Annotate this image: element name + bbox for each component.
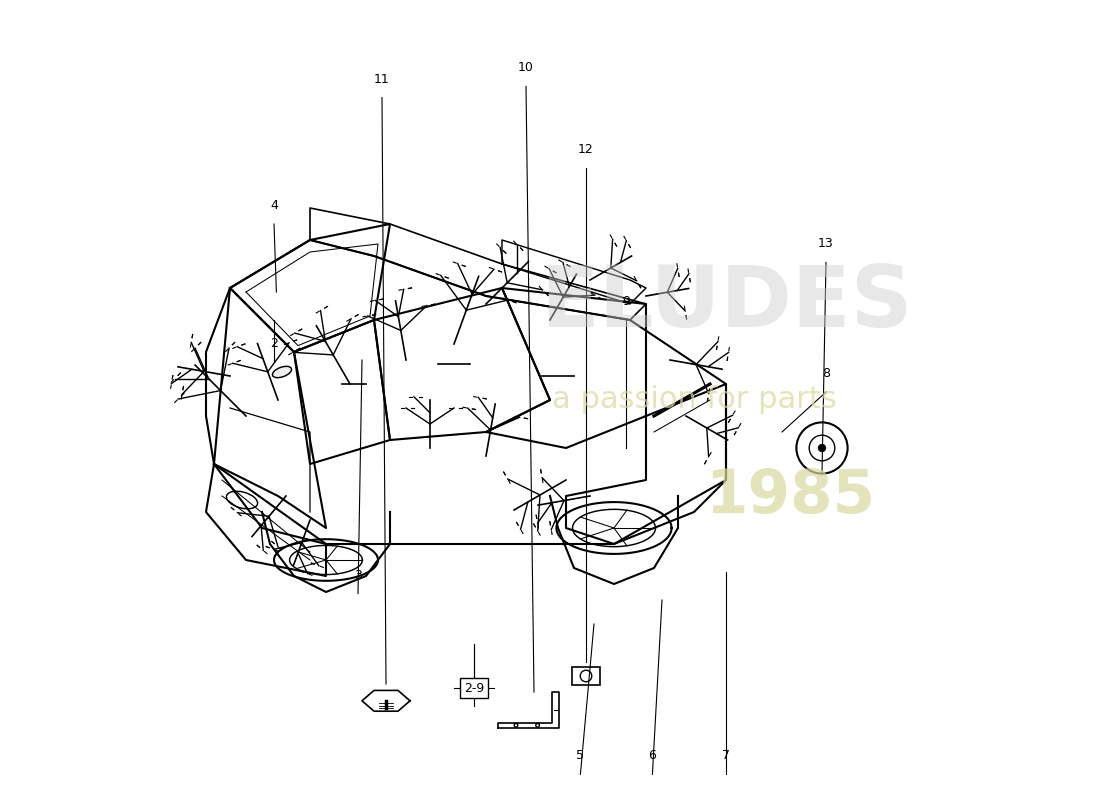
Text: 3: 3: [354, 569, 362, 582]
Text: 5: 5: [576, 750, 584, 762]
Text: 2: 2: [271, 337, 278, 350]
Text: 1985: 1985: [705, 466, 874, 526]
Text: ELUDES: ELUDES: [540, 262, 912, 346]
Text: 10: 10: [518, 62, 534, 74]
Text: 9: 9: [623, 295, 630, 308]
Text: 6: 6: [649, 750, 657, 762]
Text: a passion for parts: a passion for parts: [551, 386, 836, 414]
Text: 7: 7: [722, 750, 730, 762]
Circle shape: [818, 444, 826, 452]
Text: 8: 8: [822, 367, 830, 380]
Text: 12: 12: [579, 143, 594, 156]
Text: 2-9: 2-9: [464, 682, 484, 694]
Ellipse shape: [273, 366, 292, 378]
Text: 4: 4: [271, 199, 278, 212]
Text: 13: 13: [818, 238, 834, 250]
Bar: [572, 667, 601, 685]
Text: 1: 1: [470, 677, 477, 690]
Text: 11: 11: [374, 73, 389, 86]
